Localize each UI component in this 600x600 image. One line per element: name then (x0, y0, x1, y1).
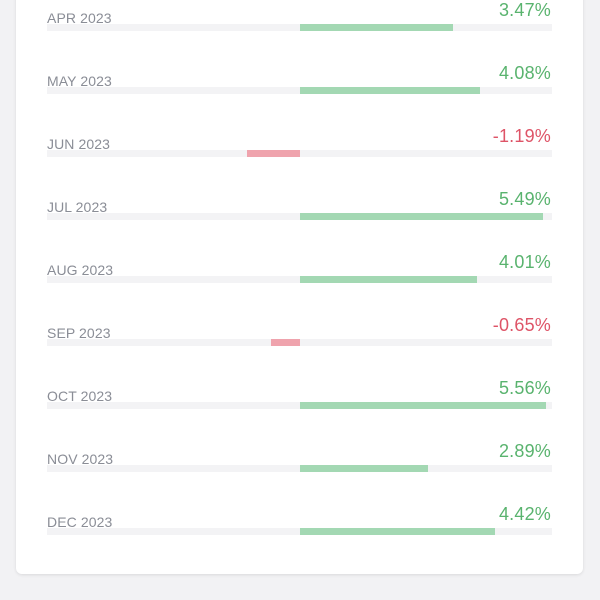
month-label: DEC 2023 (47, 514, 113, 530)
return-bar (300, 87, 481, 94)
return-bar (271, 339, 300, 346)
return-value: 5.49% (498, 189, 551, 209)
return-bar (300, 402, 546, 409)
month-row-aug-2023[interactable]: AUG 2023 4.01% (16, 252, 583, 315)
month-row-nov-2023[interactable]: NOV 2023 2.89% (16, 441, 583, 504)
return-bar (300, 24, 454, 31)
month-label: AUG 2023 (47, 262, 114, 278)
month-label: NOV 2023 (47, 451, 114, 467)
month-label: APR 2023 (47, 10, 112, 26)
bar-track (47, 213, 552, 220)
month-label: JUL 2023 (47, 199, 108, 215)
return-value: -0.65% (492, 315, 551, 335)
return-bar (300, 528, 496, 535)
month-row-dec-2023[interactable]: DEC 2023 4.42% (16, 504, 583, 567)
bar-track (47, 339, 552, 346)
bar-track (47, 465, 552, 472)
month-label: JUN 2023 (47, 136, 111, 152)
month-row-oct-2023[interactable]: OCT 2023 5.56% (16, 378, 583, 441)
return-value: -1.19% (492, 126, 551, 146)
bar-track (47, 150, 552, 157)
return-bar (300, 465, 428, 472)
month-row-may-2023[interactable]: MAY 2023 4.08% (16, 63, 583, 126)
return-value: 4.08% (498, 63, 551, 83)
return-bar (247, 150, 300, 157)
month-label: SEP 2023 (47, 325, 111, 341)
month-row-apr-2023[interactable]: APR 2023 3.47% (16, 0, 583, 63)
bar-track (47, 276, 552, 283)
return-value: 2.89% (498, 441, 551, 461)
bar-track (47, 24, 552, 31)
month-row-sep-2023[interactable]: SEP 2023 -0.65% (16, 315, 583, 378)
month-label: OCT 2023 (47, 388, 113, 404)
return-value: 4.01% (498, 252, 551, 272)
return-value: 5.56% (498, 378, 551, 398)
month-row-jun-2023[interactable]: JUN 2023 -1.19% (16, 126, 583, 189)
return-bar (300, 276, 478, 283)
month-row-jul-2023[interactable]: JUL 2023 5.49% (16, 189, 583, 252)
month-label: MAY 2023 (47, 73, 112, 89)
bar-track (47, 87, 552, 94)
return-bar (300, 213, 543, 220)
monthly-returns-card: APR 2023 3.47% MAY 2023 4.08% JUN 2023 -… (16, 0, 583, 574)
return-value: 3.47% (498, 0, 551, 20)
bar-track (47, 402, 552, 409)
return-value: 4.42% (498, 504, 551, 524)
bar-track (47, 528, 552, 535)
